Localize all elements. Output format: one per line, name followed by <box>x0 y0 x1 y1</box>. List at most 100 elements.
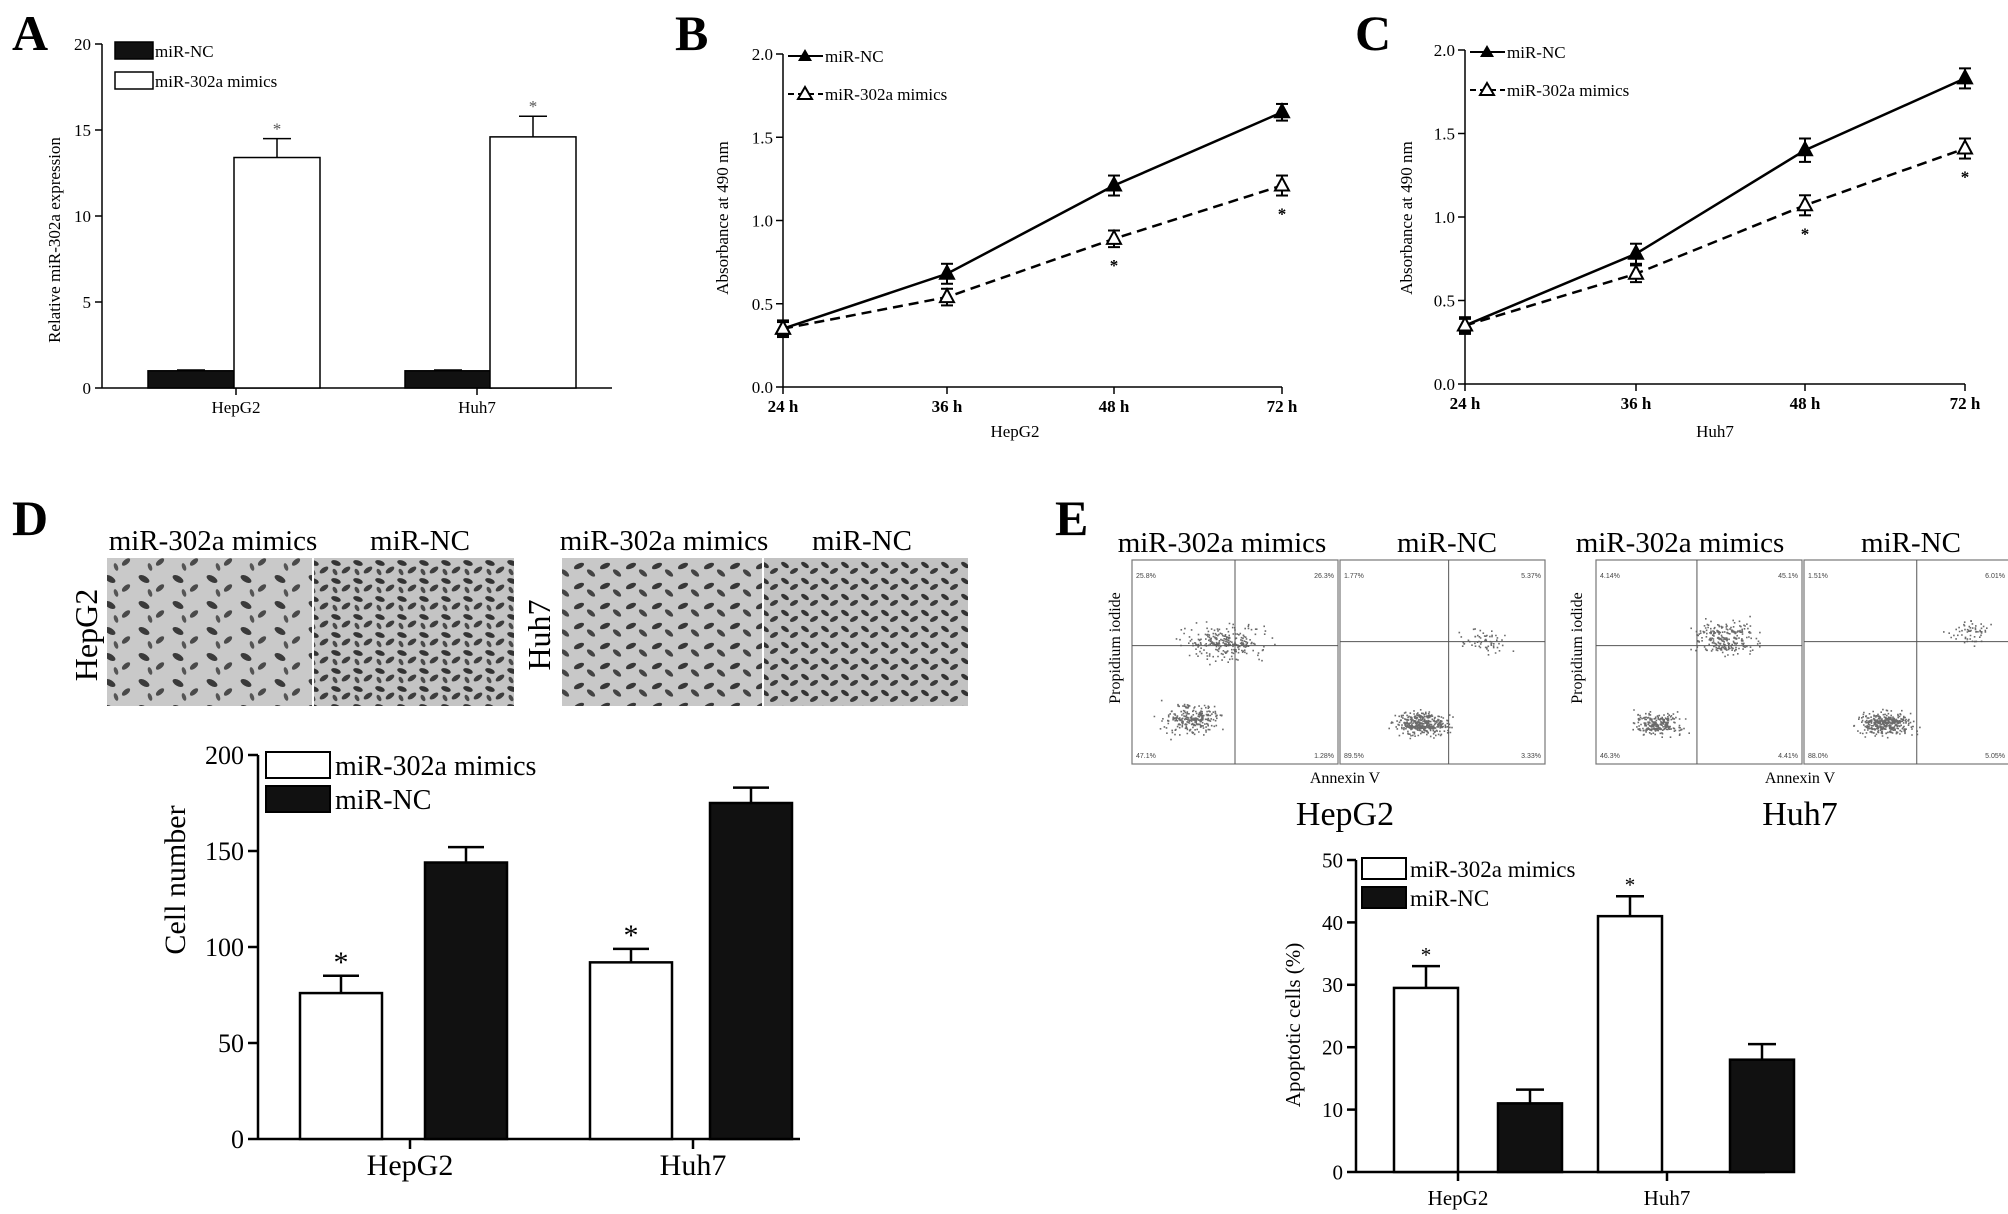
panel-e-ylabel-right: Propidium iodide <box>1569 592 1586 704</box>
panel-c-series-line <box>1464 77 1966 327</box>
panel-d-bar <box>588 961 674 1141</box>
panel-d-xtick-hepg2: HepG2 <box>367 1149 454 1182</box>
panel-b-legend-marker-mimics <box>796 85 814 100</box>
panel-c-xtick-label: 72 h <box>1950 394 1981 413</box>
panel-b-point <box>938 286 956 304</box>
panel-c-ytick-label: 1.5 <box>1434 125 1455 144</box>
panel-c-ytick-label: 0.0 <box>1434 375 1455 394</box>
panel-b-xlabel: HepG2 <box>990 422 1039 441</box>
panel-a-ytick-label: 15 <box>74 121 91 140</box>
panel-e-ytick-label: 0 <box>1333 1160 1344 1184</box>
panel-c-legend-mimics: miR-302a mimics <box>1507 81 1629 100</box>
panel-b-ytick-label: 1.5 <box>752 128 773 147</box>
panel-b-significance-mark: * <box>1278 205 1287 224</box>
panel-e-flow: miR-302a mimics miR-NC miR-302a mimics m… <box>1107 527 2008 833</box>
panel-d-ytick-label: 150 <box>205 837 244 866</box>
panel-e-plot: 0 10 20 30 40 50 * * <box>1322 848 1796 1184</box>
panel-a-ytick-label: 10 <box>74 207 91 226</box>
panel-b-legend-marker-nc <box>798 49 812 61</box>
panel-b-xtick-label: 36 h <box>932 397 963 416</box>
panel-a-ytick-label: 0 <box>83 379 92 398</box>
panel-c-legend-nc: miR-NC <box>1507 43 1566 62</box>
panel-c-legend-marker-nc <box>1480 45 1494 57</box>
panel-e-legend-mimics: miR-302a mimics <box>1410 857 1576 882</box>
panel-e-xlabel-right: Annexin V <box>1765 770 1836 787</box>
panel-c-significance-mark: * <box>1961 168 1970 187</box>
panel-b-ytick-label: 2.0 <box>752 45 773 64</box>
flow-q1-value: 25.8% <box>1136 573 1156 580</box>
panel-a-ylabel: Relative miR-302a expression <box>45 137 64 343</box>
panel-c-point <box>1627 263 1645 280</box>
flow-q1-value: 1.51% <box>1808 573 1828 580</box>
panel-d-header-left-mimics: miR-302a mimics <box>109 525 318 557</box>
panel-e-xtick-hepg2: HepG2 <box>1428 1186 1489 1210</box>
flow-q3-value: 1.28% <box>1314 753 1334 760</box>
flow-q2-value: 45.1% <box>1778 573 1798 580</box>
flow-plot-frame <box>1339 559 1546 765</box>
panel-d-bar <box>708 801 794 1141</box>
panel-b-legend-nc: miR-NC <box>825 47 884 66</box>
flow-q3-value: 5.05% <box>1985 753 2005 760</box>
panel-c-plot: 0.0 0.5 1.0 1.5 2.0 24 h 36 h 48 h 72 h * * <box>1434 41 1981 413</box>
flow-plots: 25.8% 26.3% 1.28% 47.1% 1.77% 5.37% 3.33% 89.5%… <box>1131 559 2008 765</box>
panel-e-ytick-label: 20 <box>1322 1036 1343 1060</box>
panel-b-ytick-label: 1.0 <box>752 212 773 231</box>
panel-e-legend-swatch-mimics <box>1361 857 1407 880</box>
panel-letter-a: A <box>12 5 48 61</box>
panel-a-chart: Relative miR-302a expression 05101520** … <box>45 35 612 417</box>
panel-e-ytick-label: 30 <box>1322 973 1343 997</box>
panel-e-ytick-label: 40 <box>1322 911 1343 935</box>
micrograph-huh7-mimics <box>562 558 762 706</box>
panel-d-ytick-label: 0 <box>231 1125 244 1154</box>
panel-b-point <box>1105 175 1123 192</box>
panel-a-significance-mark: * <box>529 97 538 116</box>
panel-c-series-line <box>1464 147 1966 327</box>
flow-q2-value: 26.3% <box>1314 573 1334 580</box>
panel-d-plot: 0 50 100 150 200 * * <box>205 741 800 1154</box>
panel-e-significance-mark: * <box>1625 873 1636 897</box>
panel-c-point <box>1796 140 1814 157</box>
panel-d-ytick-label: 100 <box>205 933 244 962</box>
panel-d-cell-left: HepG2 <box>68 589 104 681</box>
panel-b-xtick-label: 72 h <box>1267 397 1298 416</box>
panel-e-significance-mark: * <box>1421 943 1432 967</box>
panel-a-plot: 0 5 10 15 20 * * <box>74 35 612 398</box>
panel-d-bar <box>423 861 509 1141</box>
flow-event-dots <box>1388 628 1515 740</box>
panel-e-cell-left: HepG2 <box>1296 796 1394 833</box>
panel-d-chart: Cell number 0 50 100 150 200 * * HepG2 Huh7 mi… <box>159 741 800 1182</box>
panel-e-bar <box>1728 1058 1796 1174</box>
panel-d-header-left-nc: miR-NC <box>370 525 470 557</box>
panel-c-ytick-label: 2.0 <box>1434 41 1455 60</box>
panel-e-cell-right: Huh7 <box>1762 796 1838 833</box>
flow-q4-value: 47.1% <box>1136 753 1156 760</box>
panel-a-bar <box>147 370 235 389</box>
panel-b-chart: Absorbance at 490 nm 0.0 0.5 1.0 1.5 2.0 24 h… <box>713 45 1298 441</box>
panel-a-xtick-huh7: Huh7 <box>458 398 496 417</box>
panel-c-ylabel: Absorbance at 490 nm <box>1397 141 1416 294</box>
panel-e-ylabel: Apoptotic cells (%) <box>1281 943 1305 1107</box>
micrograph-huh7-nc <box>764 558 968 706</box>
panel-d-significance-mark: * <box>624 919 639 952</box>
panel-c-legend-marker-mimics <box>1478 81 1496 96</box>
panel-b-ytick-label: 0.0 <box>752 378 773 397</box>
flow-plot-frame <box>1803 559 2008 765</box>
panel-b-series-line <box>782 184 1283 330</box>
panel-e-bar <box>1596 914 1664 1174</box>
panel-b-point <box>1273 102 1291 119</box>
panel-c-chart: Absorbance at 490 nm 0.0 0.5 1.0 1.5 2.0 24 h… <box>1397 41 1981 441</box>
flow-q2-value: 6.01% <box>1985 573 2005 580</box>
panel-a-bar <box>404 370 492 389</box>
panel-a-legend-mimics: miR-302a mimics <box>155 72 277 91</box>
panel-a-ytick-label: 5 <box>83 293 92 312</box>
panel-a-legend-swatch-mimics <box>114 71 154 90</box>
panel-c-point <box>1956 138 1974 155</box>
panel-c-point <box>1456 315 1474 332</box>
panel-letter-c: C <box>1355 5 1391 61</box>
flow-q4-value: 89.5% <box>1344 753 1364 760</box>
panel-b-ylabel: Absorbance at 490 nm <box>713 141 732 294</box>
panel-b-xtick-label: 48 h <box>1099 397 1130 416</box>
panel-letter-e: E <box>1055 490 1088 546</box>
panel-e-ytick-label: 10 <box>1322 1098 1343 1122</box>
